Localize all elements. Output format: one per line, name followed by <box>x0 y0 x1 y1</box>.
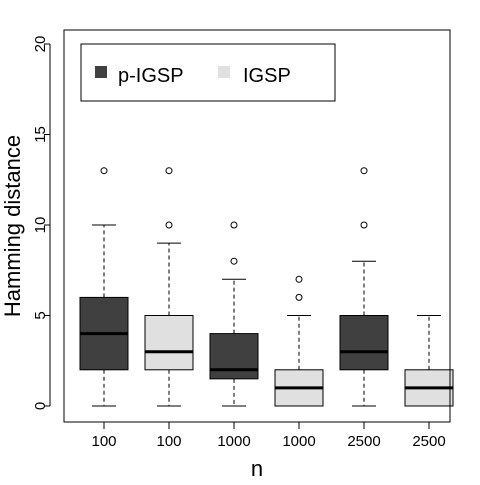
boxes <box>79 167 454 407</box>
x-tick-label: 2500 <box>412 433 445 450</box>
y-tick-label: 5 <box>32 311 49 319</box>
legend-frame <box>80 43 336 102</box>
outlier-point <box>165 221 173 229</box>
box-body <box>339 315 389 371</box>
box-p-igsp-2500 <box>339 167 389 407</box>
y-axis-label: Hamming distance <box>0 135 25 317</box>
x-axis-label: n <box>251 456 263 480</box>
y-tick-label: 15 <box>32 126 49 143</box>
y-tick-label: 10 <box>32 217 49 234</box>
box-igsp-1000 <box>274 275 324 407</box>
legend-swatch-igsp <box>218 66 230 78</box>
plot-frame <box>63 29 451 423</box>
y-tick-label: 20 <box>32 36 49 53</box>
x-axis: 100 100 1000 1000 2500 2500 <box>91 421 446 450</box>
box-body <box>209 333 259 380</box>
outlier-point <box>360 221 368 229</box>
x-tick-label: 100 <box>156 433 181 450</box>
outlier-point <box>295 293 303 301</box>
box-body <box>144 315 194 371</box>
outlier-point <box>100 167 108 175</box>
legend: p-IGSP IGSP <box>80 43 336 102</box>
legend-label-p-igsp: p-IGSP <box>118 65 184 87</box>
outlier-point <box>295 275 303 283</box>
outlier-point <box>165 167 173 175</box>
legend-swatch-p-igsp <box>95 66 107 78</box>
x-tick-label: 2500 <box>347 433 380 450</box>
box-igsp-100 <box>144 167 194 407</box>
legend-label-igsp: IGSP <box>243 65 291 87</box>
outlier-point <box>230 221 238 229</box>
box-igsp-2500 <box>404 315 454 407</box>
x-tick-label: 1000 <box>282 433 315 450</box>
outlier-point <box>230 257 238 265</box>
x-tick-label: 100 <box>91 433 116 450</box>
box-p-igsp-100 <box>79 167 129 407</box>
y-tick-label: 0 <box>32 402 49 410</box>
outlier-point <box>360 167 368 175</box>
x-tick-label: 1000 <box>217 433 250 450</box>
box-p-igsp-1000 <box>209 221 259 407</box>
y-axis: 0 5 10 15 20 <box>32 36 51 410</box>
